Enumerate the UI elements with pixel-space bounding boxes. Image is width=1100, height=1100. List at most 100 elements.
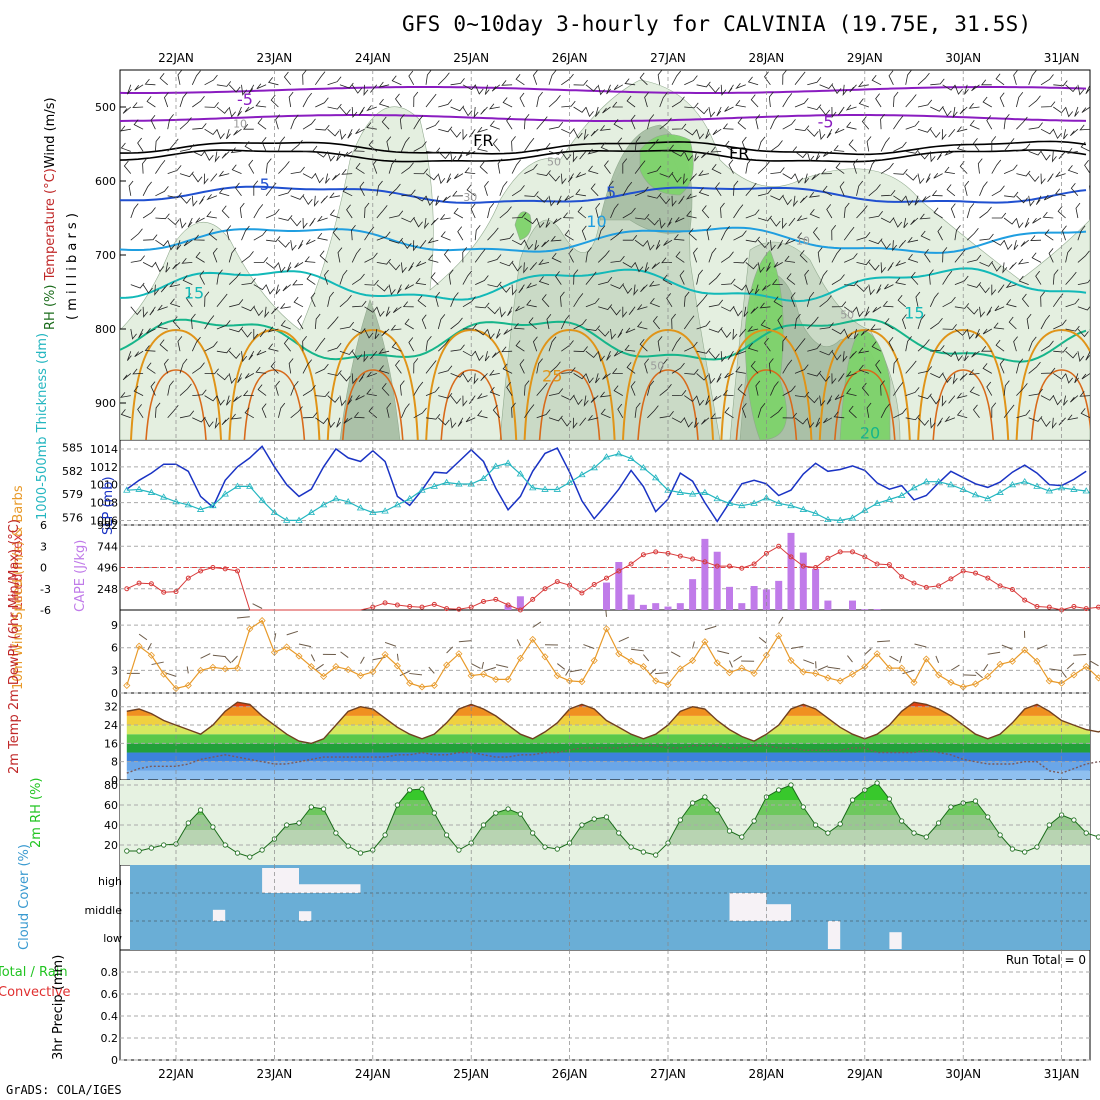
lifted-index-point xyxy=(456,606,462,612)
upper-wind-barb xyxy=(773,296,783,308)
temp-line xyxy=(126,701,1100,745)
rh-point xyxy=(677,817,683,823)
thickness-point xyxy=(750,499,758,506)
cape-ylabel: CAPE (J/kg) xyxy=(73,540,88,612)
upper-wind-barb xyxy=(440,231,451,241)
upper-wind-barb xyxy=(636,304,648,311)
upper-wind-barb xyxy=(980,79,992,86)
upper-wind-barb xyxy=(944,416,956,423)
upper-wind-barb xyxy=(706,225,712,241)
upper-wind-barb xyxy=(395,360,402,374)
upper-wind-barb xyxy=(216,269,223,285)
upper-wind-barb xyxy=(1080,141,1090,152)
upper-wind-barb xyxy=(1030,235,1042,241)
wind-barb xyxy=(817,665,829,671)
upper-wind-barb xyxy=(622,262,636,268)
wind-barb xyxy=(470,663,481,669)
upper-wind-barb xyxy=(812,227,820,241)
upper-wind-barb xyxy=(332,227,341,241)
upper-wind-barb xyxy=(952,106,958,119)
upper-wind-barb xyxy=(1028,70,1037,85)
upper-wind-barb xyxy=(831,350,842,361)
wind-barb xyxy=(147,642,152,651)
upper-wind-barb xyxy=(705,395,710,406)
upper-wind-barb xyxy=(435,291,441,307)
upper-wind-barb xyxy=(972,138,980,152)
upper-wind-barb xyxy=(634,186,649,197)
upper-wind-barb xyxy=(265,284,275,295)
upper-wind-barb xyxy=(294,262,304,269)
upper-wind-barb xyxy=(310,292,316,307)
upper-wind-barb xyxy=(502,363,513,374)
cape-bar xyxy=(750,586,758,610)
thickness-point xyxy=(873,499,881,506)
upper-wind-barb xyxy=(487,328,495,340)
upper-wind-barb xyxy=(327,417,336,429)
wind-barb xyxy=(982,664,989,672)
wind-speed-point xyxy=(578,678,586,686)
thickness-point xyxy=(996,488,1004,495)
upper-wind-barb xyxy=(720,202,725,219)
upper-wind-barb xyxy=(315,391,330,397)
cloud-block-high xyxy=(299,884,361,893)
thickness-point xyxy=(578,470,586,478)
upper-wind-barb xyxy=(192,389,207,396)
rh-point xyxy=(554,846,560,852)
upper-wind-barb xyxy=(142,284,153,294)
upper-wind-barb xyxy=(910,217,919,225)
thickness-point xyxy=(135,485,143,492)
upper-wind-barb xyxy=(462,373,473,383)
upper-wind-barb xyxy=(1016,217,1024,229)
thickness-point xyxy=(824,515,832,522)
upper-wind-barb xyxy=(1040,151,1051,161)
upper-wind-barb xyxy=(317,232,328,241)
upper-wind-barb xyxy=(794,313,801,330)
upper-wind-barb xyxy=(590,395,599,403)
upper-wind-barb xyxy=(167,405,179,419)
upper-wind-barb xyxy=(511,185,525,197)
upper-wind-barb xyxy=(474,351,484,362)
upper-wind-barb xyxy=(585,84,598,92)
upper-wind-barb xyxy=(275,284,281,295)
upper-wind-barb xyxy=(226,129,231,140)
upper-wind-barb xyxy=(991,262,1002,272)
upper-wind-barb xyxy=(880,239,891,250)
upper-wind-barb xyxy=(462,129,468,141)
upper-wind-barb xyxy=(684,128,697,136)
thickness-point xyxy=(885,495,894,502)
contour-label: 15 xyxy=(904,304,924,323)
upper-wind-barb xyxy=(613,84,624,91)
upper-wind-barb xyxy=(386,402,392,418)
wind-speed-point xyxy=(443,661,451,669)
upper-wind-barb xyxy=(942,270,953,285)
upper-wind-barb xyxy=(956,392,968,399)
upper-wind-barb xyxy=(524,113,530,130)
upper-wind-barb xyxy=(784,238,796,245)
upper-wind-barb xyxy=(622,284,633,294)
upper-wind-barb xyxy=(339,349,354,355)
upper-wind-barb xyxy=(216,129,225,140)
upper-wind-barb xyxy=(339,269,348,285)
upper-wind-barb xyxy=(155,186,169,197)
upper-wind-barb xyxy=(122,106,132,114)
upper-wind-barb xyxy=(1079,124,1090,131)
upper-wind-barb xyxy=(1028,122,1043,130)
upper-wind-barb xyxy=(768,91,774,108)
wind-barb xyxy=(1001,644,1013,650)
thickness-point xyxy=(713,494,721,502)
upper-wind-barb xyxy=(831,301,847,308)
upper-wind-barb xyxy=(1009,262,1017,270)
thickness-point xyxy=(492,462,500,469)
upper-wind-barb xyxy=(347,129,353,139)
upper-wind-barb xyxy=(737,117,747,130)
upper-wind-barb xyxy=(351,273,365,285)
upper-wind-barb xyxy=(917,127,932,133)
upper-wind-barb xyxy=(760,319,771,330)
wind-barb xyxy=(975,671,983,679)
upper-wind-barb xyxy=(930,345,945,352)
rh-point xyxy=(935,820,942,826)
upper-wind-barb xyxy=(823,417,833,424)
upper-wind-barb xyxy=(617,403,624,419)
wind-speed-point xyxy=(356,672,365,680)
